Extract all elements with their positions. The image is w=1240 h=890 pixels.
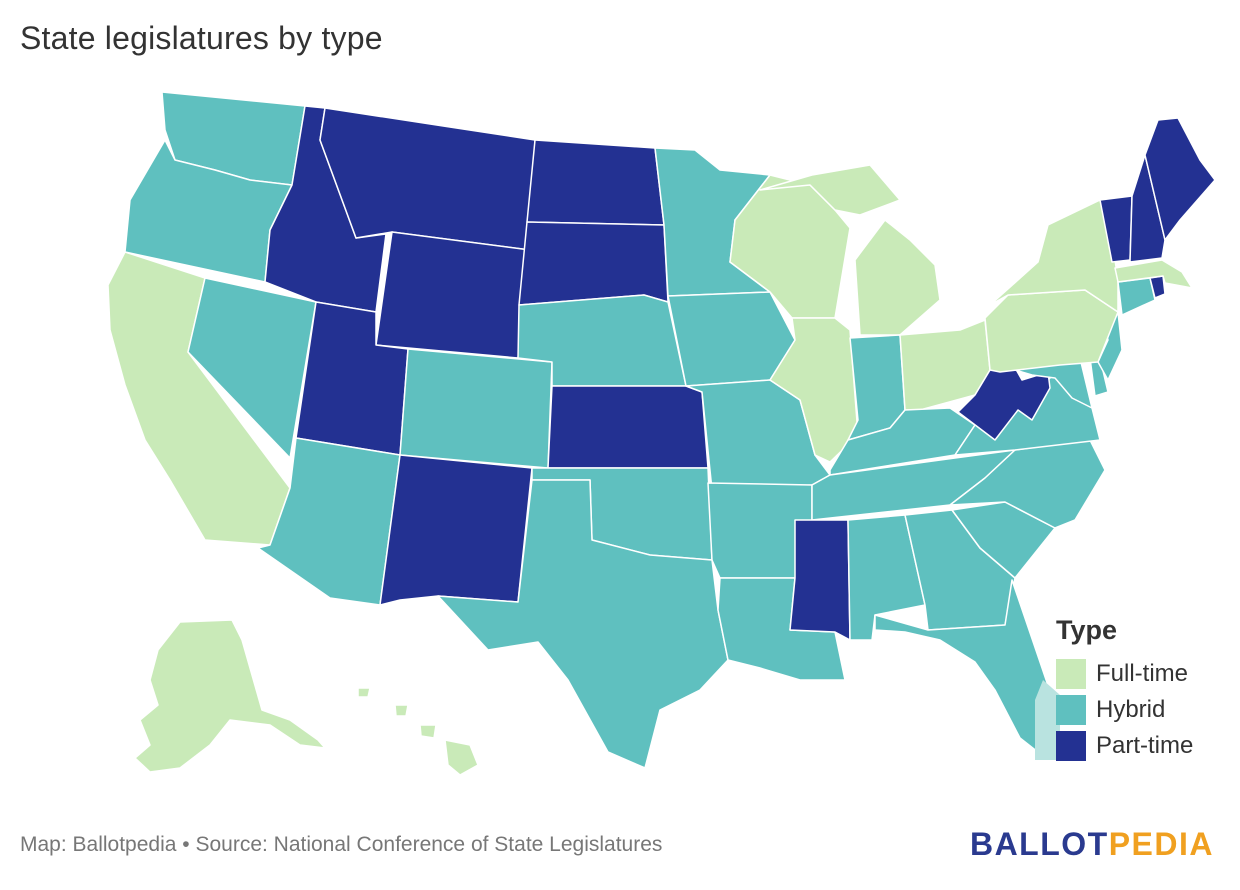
state-WV [957, 354, 1051, 441]
state-SD [518, 221, 669, 306]
state-ME [1144, 117, 1216, 241]
legend-title: Type [1056, 615, 1118, 645]
legend-item-full-time: Full-time [1056, 656, 1193, 692]
state-MI [759, 164, 941, 336]
state-NV [187, 277, 317, 459]
state-SC [951, 501, 1056, 579]
state-MT [319, 107, 536, 251]
state-MS [789, 519, 851, 641]
state-CT [1117, 277, 1156, 316]
legend-swatch-part-time [1056, 731, 1086, 761]
state-AZ [257, 437, 401, 606]
legend-swatch-hybrid [1056, 695, 1086, 725]
state-NM [379, 454, 533, 606]
legend-label-hybrid: Hybrid [1096, 696, 1166, 723]
state-WY [375, 231, 531, 359]
ballotpedia-logo: BALLOTPEDIA [970, 826, 1214, 863]
state-CO [399, 348, 553, 469]
map-title: State legislatures by type [20, 20, 383, 56]
state-PA [984, 289, 1119, 373]
legend-swatch-full-time [1056, 659, 1086, 689]
state-AK [134, 619, 326, 773]
logo-part-ballot: BALLOT [969, 826, 1109, 862]
state-NC [949, 439, 1106, 529]
legend-item-hybrid: Hybrid [1056, 692, 1193, 728]
state-IL [769, 317, 859, 463]
state-MA [1114, 259, 1193, 289]
state-FL [874, 579, 1059, 761]
map-legend: Type Full-time Hybrid Part-time [1056, 615, 1193, 764]
source-credit: Map: Ballotpedia • Source: National Conf… [20, 833, 663, 856]
state-NH [1129, 154, 1166, 263]
logo-part-pedia: PEDIA [1108, 826, 1214, 862]
legend-label-full-time: Full-time [1096, 660, 1189, 687]
state-TX [437, 479, 729, 769]
legend-label-part-time: Part-time [1096, 732, 1194, 759]
state-KY [829, 407, 976, 476]
legend-item-part-time: Part-time [1056, 728, 1193, 764]
state-KS [547, 385, 709, 469]
state-HI [357, 687, 479, 776]
state-ND [526, 139, 665, 226]
dc-marker [1035, 680, 1060, 760]
